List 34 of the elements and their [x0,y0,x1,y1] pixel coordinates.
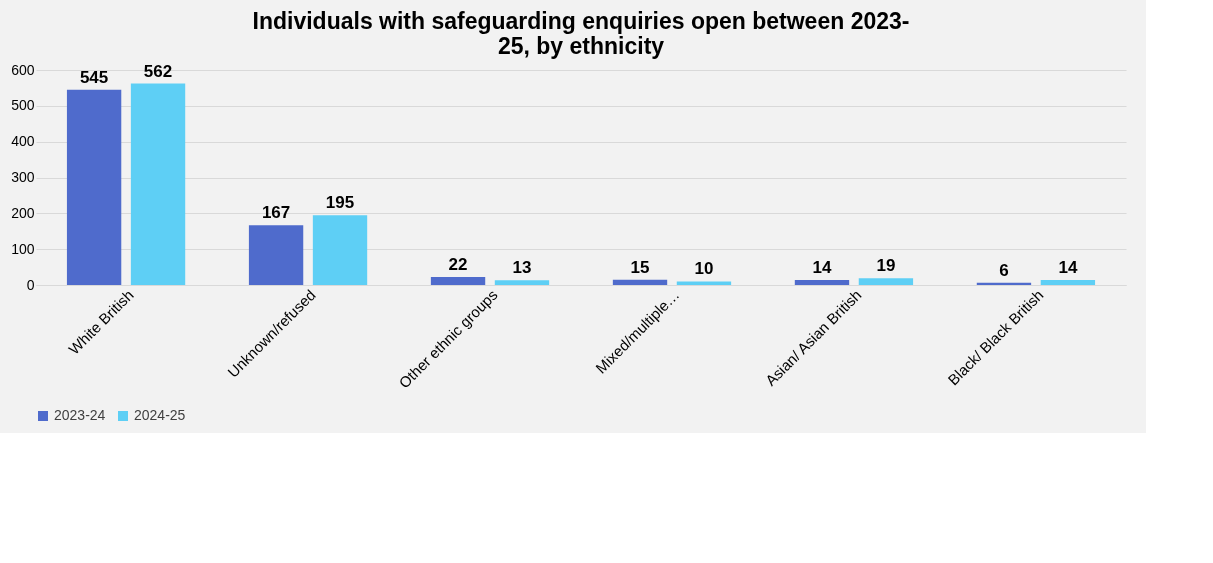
y-tick-label: 100 [11,240,35,257]
y-tick-label: 300 [11,169,35,185]
data-label: 545 [79,67,109,87]
legend-label: 2023-24 [54,407,106,423]
bar [130,83,186,285]
bar [612,279,668,285]
data-label: 13 [512,258,532,278]
legend-label: 2024-25 [134,407,186,423]
bar [494,280,550,285]
chart-title: Individuals with safeguarding enquiries open between 2023-25, by ethnicity [252,7,910,59]
bar [248,225,304,285]
bar [676,281,732,285]
data-label: 14 [812,257,832,277]
data-label: 19 [876,256,896,276]
data-label: 22 [448,255,468,275]
data-label: 14 [1058,257,1078,277]
y-tick-label: 500 [11,97,35,114]
data-label: 562 [143,61,173,81]
bar [858,278,914,285]
bar [794,279,850,285]
bar [430,277,486,285]
data-label: 15 [630,257,650,277]
bar [312,215,368,285]
y-tick-label: 400 [11,133,35,150]
data-label: 195 [325,193,355,213]
y-tick-label: 0 [26,276,35,293]
data-label: 6 [999,260,1009,280]
y-tick-label: 200 [11,204,35,221]
bar [66,89,122,285]
data-label: 167 [261,203,291,223]
bar [1040,279,1096,285]
y-tick-label: 600 [11,61,35,78]
data-label: 10 [694,259,714,279]
bar [976,282,1032,285]
